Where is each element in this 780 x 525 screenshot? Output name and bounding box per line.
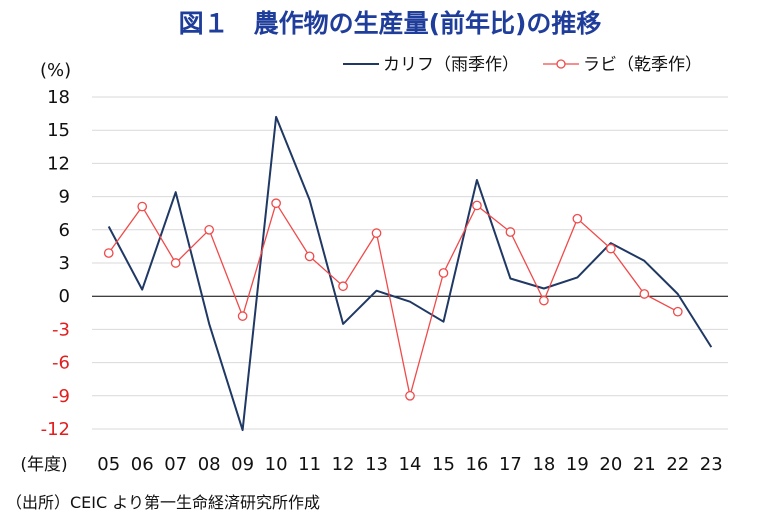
y-tick-label: -6: [52, 353, 70, 374]
legend-label: カリフ（雨季作）: [383, 55, 519, 75]
legend-label: ラビ（乾季作）: [583, 55, 702, 75]
x-tick-label: 18: [532, 454, 555, 475]
x-tick-label: 13: [365, 454, 388, 475]
x-axis-label: (年度): [20, 455, 67, 475]
data-point: [438, 268, 449, 278]
legend: カリフ（雨季作） ラビ（乾季作）: [343, 55, 702, 75]
legend-marker: [556, 59, 566, 69]
x-tick-label: 08: [198, 454, 221, 475]
y-tick-label: 0: [59, 286, 70, 307]
data-point: [539, 295, 549, 306]
x-tick-label: 14: [399, 454, 422, 475]
x-tick-label: 19: [566, 454, 589, 475]
data-point: [338, 281, 348, 292]
y-tick-label: 18: [47, 87, 70, 108]
data-point: [505, 227, 516, 237]
y-tick-label: 12: [47, 153, 70, 174]
data-point: [371, 228, 382, 238]
y-axis-unit-label: (%): [40, 60, 71, 81]
series-line-2: [108, 202, 679, 397]
data-point: [639, 289, 650, 299]
data-point: [271, 198, 281, 209]
y-tick-label: -9: [52, 386, 70, 407]
source-note: （出所）CEIC より第一生命経済研究所作成: [6, 493, 320, 512]
x-tick-label: 10: [265, 454, 288, 475]
x-tick-label: 05: [97, 454, 120, 475]
x-tick-label: 23: [700, 454, 723, 475]
data-point: [672, 306, 683, 317]
data-point: [405, 390, 415, 401]
data-point: [572, 213, 583, 224]
data-point: [137, 201, 148, 212]
data-point: [204, 224, 215, 235]
x-tick-label: 21: [633, 454, 656, 475]
legend-item-2: ラビ（乾季作）: [543, 55, 702, 75]
legend-item-1: カリフ（雨季作）: [343, 55, 519, 75]
y-tick-label: 6: [59, 220, 70, 241]
axes: 18 15 12 9 6 3 0 -3 -6 -9 -12 (%) (年度) 05 06 07 08 09 10 11…: [20, 60, 728, 475]
data-point: [103, 248, 114, 258]
x-tick-label: 12: [332, 454, 355, 475]
data-point: [605, 243, 616, 254]
x-tick-label: 06: [131, 454, 154, 475]
chart-title: 図１ 農作物の生産量(前年比)の推移: [178, 9, 602, 38]
x-tick-label: 15: [432, 454, 455, 475]
data-point: [472, 200, 482, 211]
x-tick-label: 16: [465, 454, 488, 475]
x-tick-label: 17: [499, 454, 522, 475]
y-tick-label: 9: [59, 187, 70, 208]
y-tick-label: 15: [47, 120, 70, 141]
y-tick-label: -12: [41, 419, 70, 440]
y-tick-label: -3: [52, 319, 70, 340]
x-tick-label: 07: [164, 454, 187, 475]
x-tick-label: 11: [298, 454, 321, 475]
y-tick-label: 3: [59, 253, 70, 274]
data-point: [304, 251, 315, 262]
data-point: [170, 258, 181, 268]
series-line-1: [107, 115, 713, 432]
x-tick-label: 22: [666, 454, 689, 475]
data-point: [237, 311, 248, 321]
x-tick-label: 09: [231, 454, 254, 475]
gridlines: [92, 96, 728, 430]
series-layer: [103, 115, 713, 432]
x-tick-label: 20: [599, 454, 622, 475]
